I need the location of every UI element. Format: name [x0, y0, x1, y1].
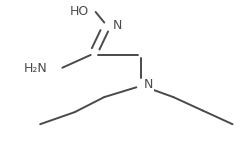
Text: H₂N: H₂N: [24, 62, 48, 75]
Text: N: N: [144, 78, 153, 91]
Text: N: N: [113, 19, 122, 32]
Text: HO: HO: [70, 5, 89, 18]
